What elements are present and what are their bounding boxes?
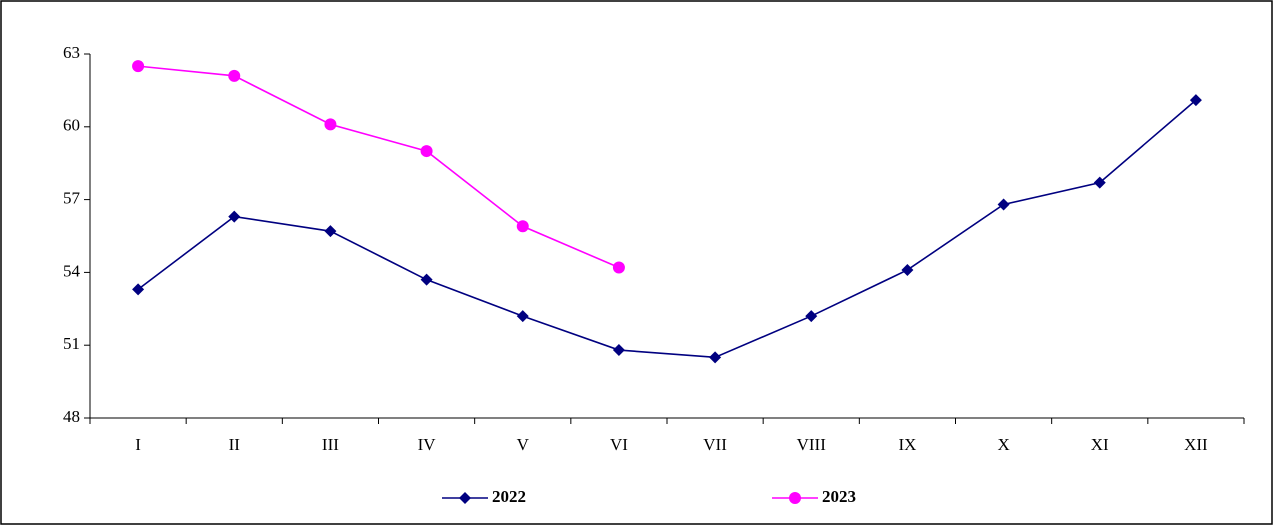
x-tick-label: V [517,435,530,454]
data-point [228,210,241,223]
data-point [516,220,529,233]
y-tick-label: 57 [63,189,81,208]
x-tick-label: IV [418,435,437,454]
data-point [997,198,1010,211]
legend-text: 2023 [822,487,856,506]
y-tick-label: 54 [63,261,81,280]
data-point [420,145,433,158]
data-point [901,263,914,276]
x-tick-label: VII [703,435,727,454]
data-point [420,273,433,286]
legend-text: 2022 [492,487,526,506]
x-tick-label: I [135,435,141,454]
x-tick-label: XII [1184,435,1208,454]
x-tick-label: III [322,435,339,454]
x-tick-label: XI [1091,435,1109,454]
series-line [137,99,1197,359]
x-tick-label: IX [898,435,916,454]
data-point [228,69,241,82]
x-tick-label: II [229,435,241,454]
data-point [132,60,145,73]
data-point [1189,94,1202,107]
data-point [612,344,625,357]
legend-marker [789,492,801,504]
y-tick-label: 60 [63,116,80,135]
data-point [805,310,818,323]
y-tick-label: 51 [63,334,80,353]
data-point [516,310,529,323]
data-point [709,351,722,364]
y-tick-label: 48 [63,407,80,426]
x-tick-label: VIII [797,435,827,454]
data-point [324,118,337,131]
data-point [324,225,337,238]
data-point [1093,176,1106,189]
series-line [138,65,620,269]
x-tick-label: VI [610,435,628,454]
y-tick-label: 63 [63,43,80,62]
legend-marker [459,492,471,504]
x-tick-label: X [997,435,1009,454]
data-point [132,283,145,296]
data-point [612,261,625,274]
